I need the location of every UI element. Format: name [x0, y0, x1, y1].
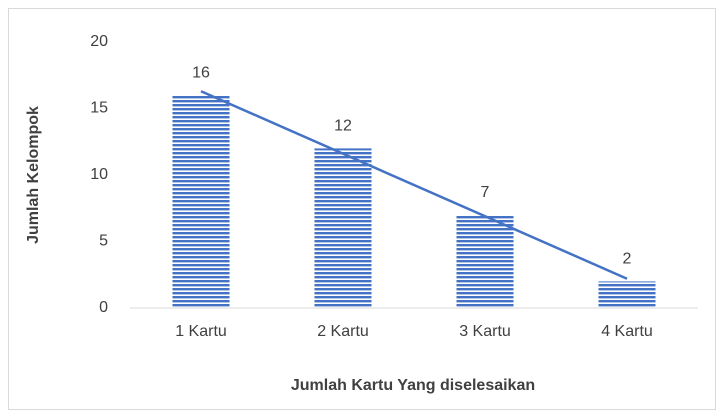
- x-axis-title: Jumlah Kartu Yang diselesaikan: [291, 377, 535, 394]
- bar: [456, 214, 514, 308]
- y-axis-title: Jumlah Kelompok: [25, 106, 42, 244]
- bar: [314, 148, 372, 308]
- y-tick-label: 15: [90, 100, 108, 117]
- y-tick-label: 5: [99, 233, 108, 250]
- x-tick-label: 3 Kartu: [459, 323, 511, 340]
- bar: [598, 281, 656, 308]
- x-tick-label: 1 Kartu: [175, 323, 227, 340]
- bar: [172, 95, 230, 308]
- x-tick-label: 4 Kartu: [601, 323, 653, 340]
- data-label: 2: [623, 251, 632, 268]
- data-label: 16: [192, 64, 210, 81]
- x-tick-label: 2 Kartu: [317, 323, 369, 340]
- y-tick-label: 10: [90, 166, 108, 183]
- data-label: 12: [334, 118, 352, 135]
- trendline: [200, 90, 628, 280]
- y-tick-label: 20: [90, 33, 108, 50]
- data-label: 7: [481, 184, 490, 201]
- y-tick-label: 0: [99, 299, 108, 316]
